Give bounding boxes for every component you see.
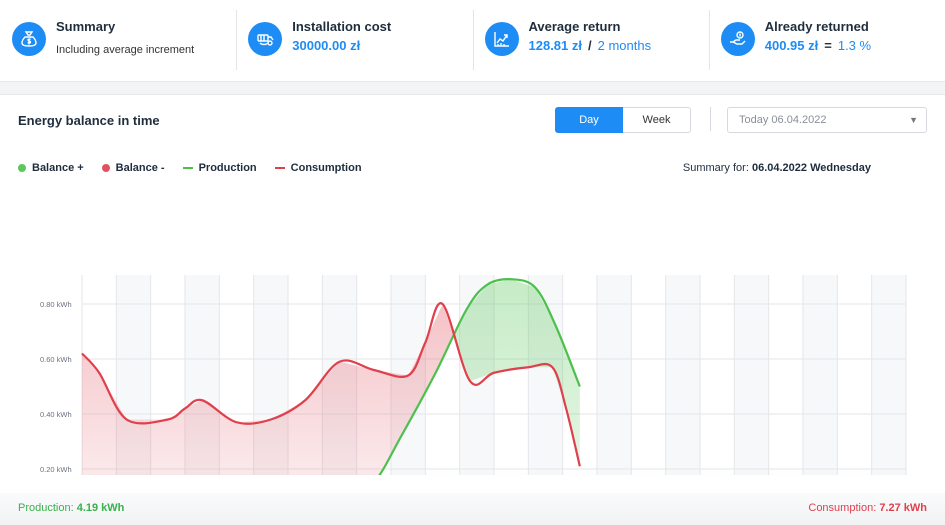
average-return-card: Average return 128.81 zł / 2 months: [472, 0, 709, 81]
grid-band: [803, 275, 838, 475]
production-total-label: Production:: [18, 502, 74, 514]
chart-footer: [0, 493, 945, 525]
production-line: [378, 278, 581, 475]
date-select[interactable]: Today 06.04.2022 ▼: [727, 107, 927, 133]
installation-cost-card: Installation cost 30000.00 zł: [236, 0, 472, 81]
legend-dot-green: [18, 164, 26, 172]
legend-consumption[interactable]: Consumption: [274, 162, 362, 174]
consumption-total-label: Consumption:: [808, 502, 877, 514]
consumption-total-value: 7.27 kWh: [879, 502, 927, 514]
average-return-separator: /: [588, 38, 592, 53]
legend-balance-plus[interactable]: Balance +: [18, 162, 84, 174]
balance-plus-area: [378, 279, 580, 475]
money-bag-icon: [12, 22, 46, 56]
summary-card: Summary Including average increment: [0, 0, 236, 81]
legend-line-red: [274, 167, 285, 169]
y-tick-label: 0.80 kWh: [40, 300, 72, 309]
summary-bar: Summary Including average increment Inst…: [0, 0, 945, 82]
solar-panel-icon: [248, 22, 283, 56]
summary-for-label: Summary for:: [682, 162, 749, 174]
already-returned-amount: 400.95 zł: [764, 38, 819, 53]
legend-label: Consumption: [290, 162, 362, 174]
already-returned-value: 400.95 zł = 1.3 %: [765, 38, 871, 53]
summary-subtitle: Including average increment: [56, 44, 195, 56]
summary-for: Summary for: 06.04.2022 Wednesday: [683, 162, 871, 174]
energy-balance-panel: Energy balance in time Day Week Today 06…: [0, 94, 945, 525]
summary-for-date: 06.04.2022 Wednesday: [751, 162, 871, 174]
tab-day[interactable]: Day: [555, 107, 623, 133]
production-total-value: 4.19 kWh: [76, 502, 125, 514]
installation-cost-value: 30000.00 zł: [292, 38, 361, 53]
grid-band: [871, 275, 906, 475]
panel-title: Energy balance in time: [18, 113, 160, 128]
legend-dot-red: [101, 164, 110, 172]
average-return-title: Average return: [528, 19, 621, 34]
grid-band: [734, 275, 769, 475]
consumption-line: [81, 302, 581, 467]
balance-minus-area: [82, 305, 580, 475]
y-tick-label: 0.60 kWh: [40, 355, 72, 364]
period-toggle: Day Week: [555, 107, 691, 133]
average-return-value: 128.81 zł / 2 months: [529, 38, 652, 53]
summary-title: Summary: [56, 19, 116, 34]
already-returned-title: Already returned: [764, 19, 869, 34]
grid-band: [597, 275, 632, 475]
legend-line-green: [182, 167, 193, 169]
chart-legend: Balance + Balance - Production Consumpti…: [18, 162, 380, 174]
average-return-amount: 128.81 zł: [528, 38, 583, 53]
legend-balance-minus[interactable]: Balance -: [101, 162, 165, 174]
tab-week[interactable]: Week: [623, 107, 691, 133]
toolbar-divider: [710, 107, 711, 131]
chevron-down-icon: ▼: [909, 115, 918, 125]
already-returned-percent: 1.3 %: [837, 38, 872, 53]
average-return-period: 2 months: [597, 38, 652, 53]
y-tick-label: 0.40 kWh: [40, 410, 72, 419]
y-tick-label: 0.20 kWh: [40, 465, 72, 474]
legend-label: Balance -: [115, 162, 165, 174]
installation-cost-title: Installation cost: [292, 19, 392, 34]
legend-production[interactable]: Production: [182, 162, 257, 174]
production-total: Production: 4.19 kWh: [18, 502, 124, 514]
chart-growth-icon: [484, 22, 519, 56]
grid-band: [665, 275, 700, 475]
already-returned-card: Already returned 400.95 zł = 1.3 %: [708, 0, 945, 81]
already-returned-separator: =: [824, 38, 832, 53]
legend-label: Production: [198, 162, 257, 174]
hand-coins-icon: [720, 22, 755, 56]
date-select-value: Today 06.04.2022: [739, 114, 827, 126]
legend-label: Balance +: [32, 162, 84, 174]
consumption-total: Consumption: 7.27 kWh: [808, 502, 927, 514]
